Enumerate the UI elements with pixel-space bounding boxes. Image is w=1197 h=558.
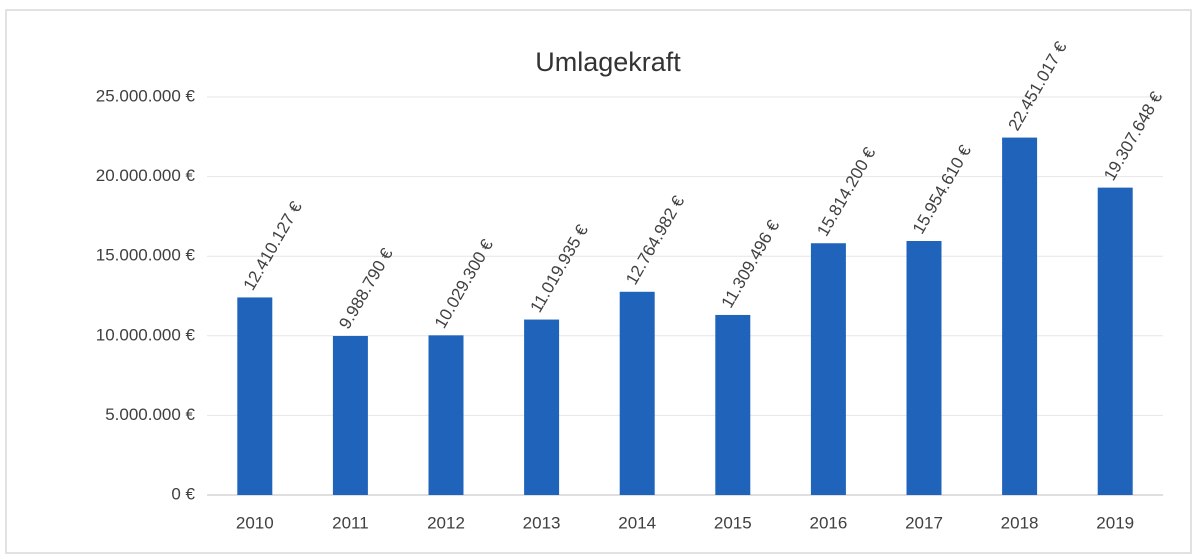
bar	[237, 297, 273, 495]
data-label: 11.019.935 €	[526, 221, 592, 316]
x-tick-label: 2017	[905, 513, 943, 532]
x-tick-label: 2010	[236, 513, 274, 532]
x-tick-label: 2014	[618, 513, 656, 532]
bar	[428, 335, 464, 495]
y-tick-label: 10.000.000 €	[96, 325, 196, 344]
bar	[715, 314, 751, 495]
x-tick-label: 2019	[1096, 513, 1134, 532]
data-label: 9.988.790 €	[335, 244, 397, 332]
data-label: 12.410.127 €	[240, 198, 306, 294]
data-label: 11.309.496 €	[718, 216, 784, 311]
x-tick-label: 2013	[523, 513, 561, 532]
x-tick-label: 2016	[809, 513, 847, 532]
data-label: 15.954.610 €	[909, 141, 975, 237]
x-tick-label: 2012	[427, 513, 465, 532]
data-label: 22.451.017 €	[1004, 38, 1070, 134]
y-tick-label: 25.000.000 €	[96, 86, 196, 105]
y-tick-label: 0 €	[171, 484, 195, 503]
chart-border	[5, 9, 1192, 554]
bar	[1097, 187, 1133, 495]
bar	[619, 291, 655, 495]
y-tick-label: 15.000.000 €	[96, 246, 196, 265]
bar	[524, 319, 560, 495]
bar	[906, 241, 942, 495]
bar	[332, 335, 368, 495]
y-tick-label: 5.000.000 €	[105, 405, 195, 424]
y-tick-label: 20.000.000 €	[96, 166, 196, 185]
x-tick-label: 2015	[714, 513, 752, 532]
x-tick-label: 2011	[332, 513, 369, 532]
x-tick-label: 2018	[1001, 513, 1039, 532]
bar	[1002, 137, 1038, 495]
data-label: 12.764.982 €	[622, 192, 688, 288]
data-label: 10.029.300 €	[431, 236, 497, 332]
chart-title: Umlagekraft	[535, 47, 681, 77]
data-label: 15.814.200 €	[813, 144, 879, 240]
data-label: 19.307.648 €	[1100, 88, 1166, 184]
bar	[810, 243, 846, 495]
